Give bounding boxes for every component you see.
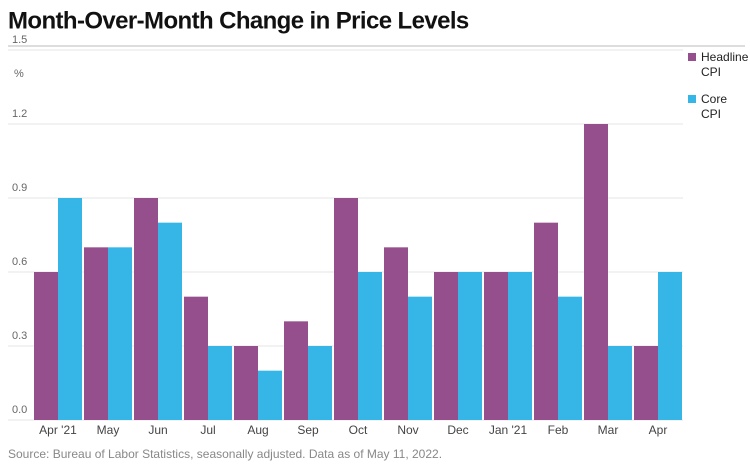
bar bbox=[234, 346, 258, 420]
legend-item: Headline CPI bbox=[688, 50, 750, 80]
bar bbox=[334, 198, 358, 420]
y-tick-label: 1.5 bbox=[12, 34, 27, 46]
legend-swatch bbox=[688, 95, 696, 103]
x-tick-label: Oct bbox=[349, 423, 368, 437]
bar bbox=[458, 272, 482, 420]
x-tick-label: Mar bbox=[598, 423, 619, 437]
bar bbox=[534, 222, 558, 420]
x-tick-label: Nov bbox=[397, 423, 418, 437]
legend: Headline CPI Core CPI bbox=[688, 50, 750, 134]
source-note: Source: Bureau of Labor Statistics, seas… bbox=[8, 447, 442, 461]
x-tick-label: Sep bbox=[297, 423, 319, 437]
y-tick-label: 0.0 bbox=[12, 404, 27, 416]
y-tick-label: 1.2 bbox=[12, 108, 27, 120]
bar bbox=[634, 346, 658, 420]
bar bbox=[584, 124, 608, 420]
legend-label: Core CPI bbox=[701, 92, 728, 121]
bar bbox=[508, 272, 532, 420]
bar bbox=[34, 272, 58, 420]
x-tick-label: Feb bbox=[548, 423, 569, 437]
y-tick-label: 0.6 bbox=[12, 256, 27, 268]
x-tick-label: Apr bbox=[649, 423, 668, 437]
bar bbox=[284, 321, 308, 420]
x-tick-label: Aug bbox=[247, 423, 268, 437]
bar bbox=[84, 247, 108, 420]
bar bbox=[58, 198, 82, 420]
y-tick-label: 0.9 bbox=[12, 182, 27, 194]
legend-label: Headline CPI bbox=[701, 50, 749, 79]
y-tick-label: 0.3 bbox=[12, 330, 27, 342]
bar bbox=[558, 296, 582, 420]
bar bbox=[608, 346, 632, 420]
x-tick-label: Apr '21 bbox=[39, 423, 77, 437]
legend-item: Core CPI bbox=[688, 92, 750, 122]
bar bbox=[434, 272, 458, 420]
bar bbox=[408, 296, 432, 420]
bar bbox=[484, 272, 508, 420]
bar bbox=[158, 222, 182, 420]
y-unit: % bbox=[14, 68, 24, 80]
chart-title: Month-Over-Month Change in Price Levels bbox=[8, 7, 469, 34]
legend-swatch bbox=[688, 53, 696, 61]
bar bbox=[258, 370, 282, 420]
x-tick-label: Jun bbox=[148, 423, 167, 437]
bar bbox=[384, 247, 408, 420]
x-tick-label: Jul bbox=[200, 423, 215, 437]
bar bbox=[184, 296, 208, 420]
bar bbox=[134, 198, 158, 420]
bar bbox=[108, 247, 132, 420]
bar bbox=[658, 272, 682, 420]
x-tick-label: Jan '21 bbox=[489, 423, 528, 437]
x-tick-label: May bbox=[97, 423, 120, 437]
bar bbox=[308, 346, 332, 420]
bar bbox=[358, 272, 382, 420]
bar bbox=[208, 346, 232, 420]
x-tick-label: Dec bbox=[447, 423, 468, 437]
